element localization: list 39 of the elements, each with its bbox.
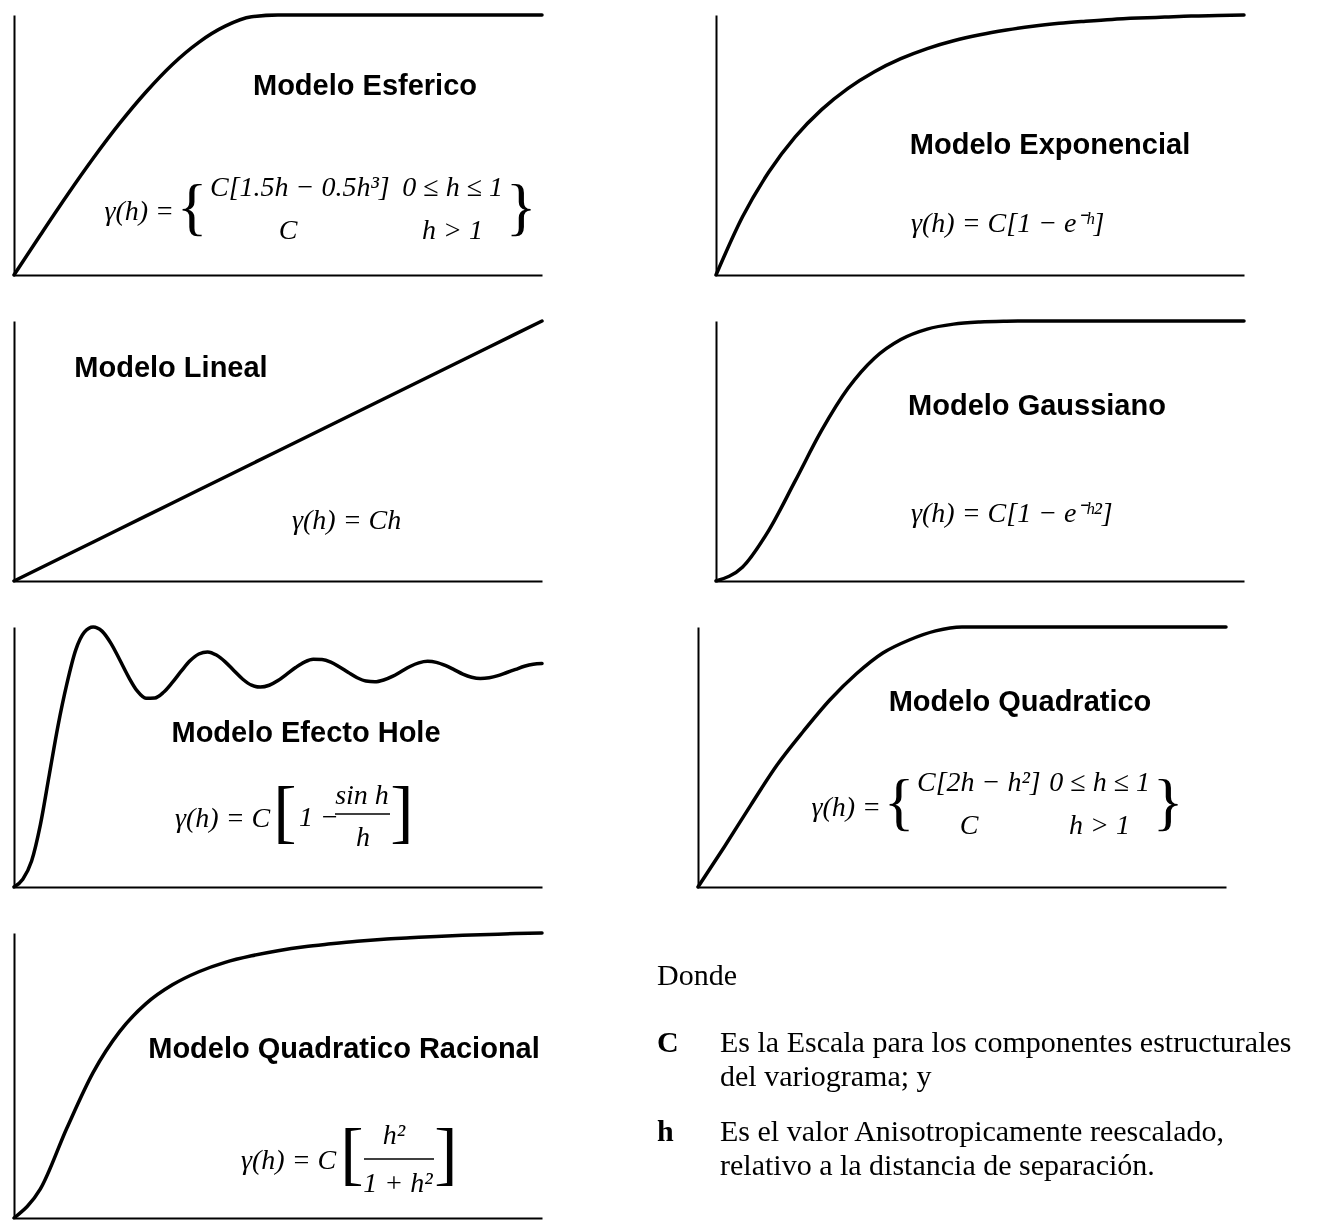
annotation: ] [390,773,414,850]
text: Es la Escala para los componentes estructurales del variograma; y [720,1025,1292,1092]
annotation: C[2h − h²] [917,766,1041,797]
text: Modelo Esferico [253,69,477,101]
text: C [657,1025,679,1058]
annotation: 0 ≤ h ≤ 1 [402,171,503,202]
annotation: h > 1 [422,214,483,245]
annotation: γ(h) = C [175,802,271,833]
annotation: 0 ≤ h ≤ 1 [1049,766,1150,797]
annotation: γ(h) = [811,791,881,822]
annotation: γ(h) = C [241,1144,337,1175]
text: Modelo Gaussiano [908,389,1166,421]
text: h [657,1114,674,1147]
text: Modelo Quadratico [888,685,1152,717]
annotation: { [176,171,208,242]
annotation: h² [382,1119,406,1150]
text: Modelo Exponencial [909,128,1191,160]
text: Modelo Efecto Hole [171,716,441,748]
annotation: h > 1 [1069,809,1130,840]
annotation: γ(h) = [104,195,174,226]
annotation: [ [273,773,297,850]
annotation: } [505,171,537,242]
annotation: ] [434,1115,458,1192]
annotation: γ(h) = C[1 − e⁻ʰ²] [911,497,1113,528]
annotation: sin h [335,779,389,810]
text: Modelo Lineal [74,351,268,383]
annotation: C [959,809,979,840]
annotation: γ(h) = C[1 − e⁻ʰ] [911,207,1105,238]
annotation: γ(h) = Ch [292,504,402,535]
text: Donde [657,958,737,991]
text: Modelo Quadratico Racional [148,1032,540,1064]
annotation: h [356,821,370,852]
annotation: } [1152,766,1184,837]
text: Es el valor Anisotropicamente reescalado, relativo a la distancia de separación. [720,1114,1224,1181]
annotation: C[1.5h − 0.5h³] [210,171,390,202]
annotation: { [883,766,915,837]
annotation: C [278,214,298,245]
annotation: 1 + h² [363,1167,434,1198]
annotation: [ [340,1115,364,1192]
